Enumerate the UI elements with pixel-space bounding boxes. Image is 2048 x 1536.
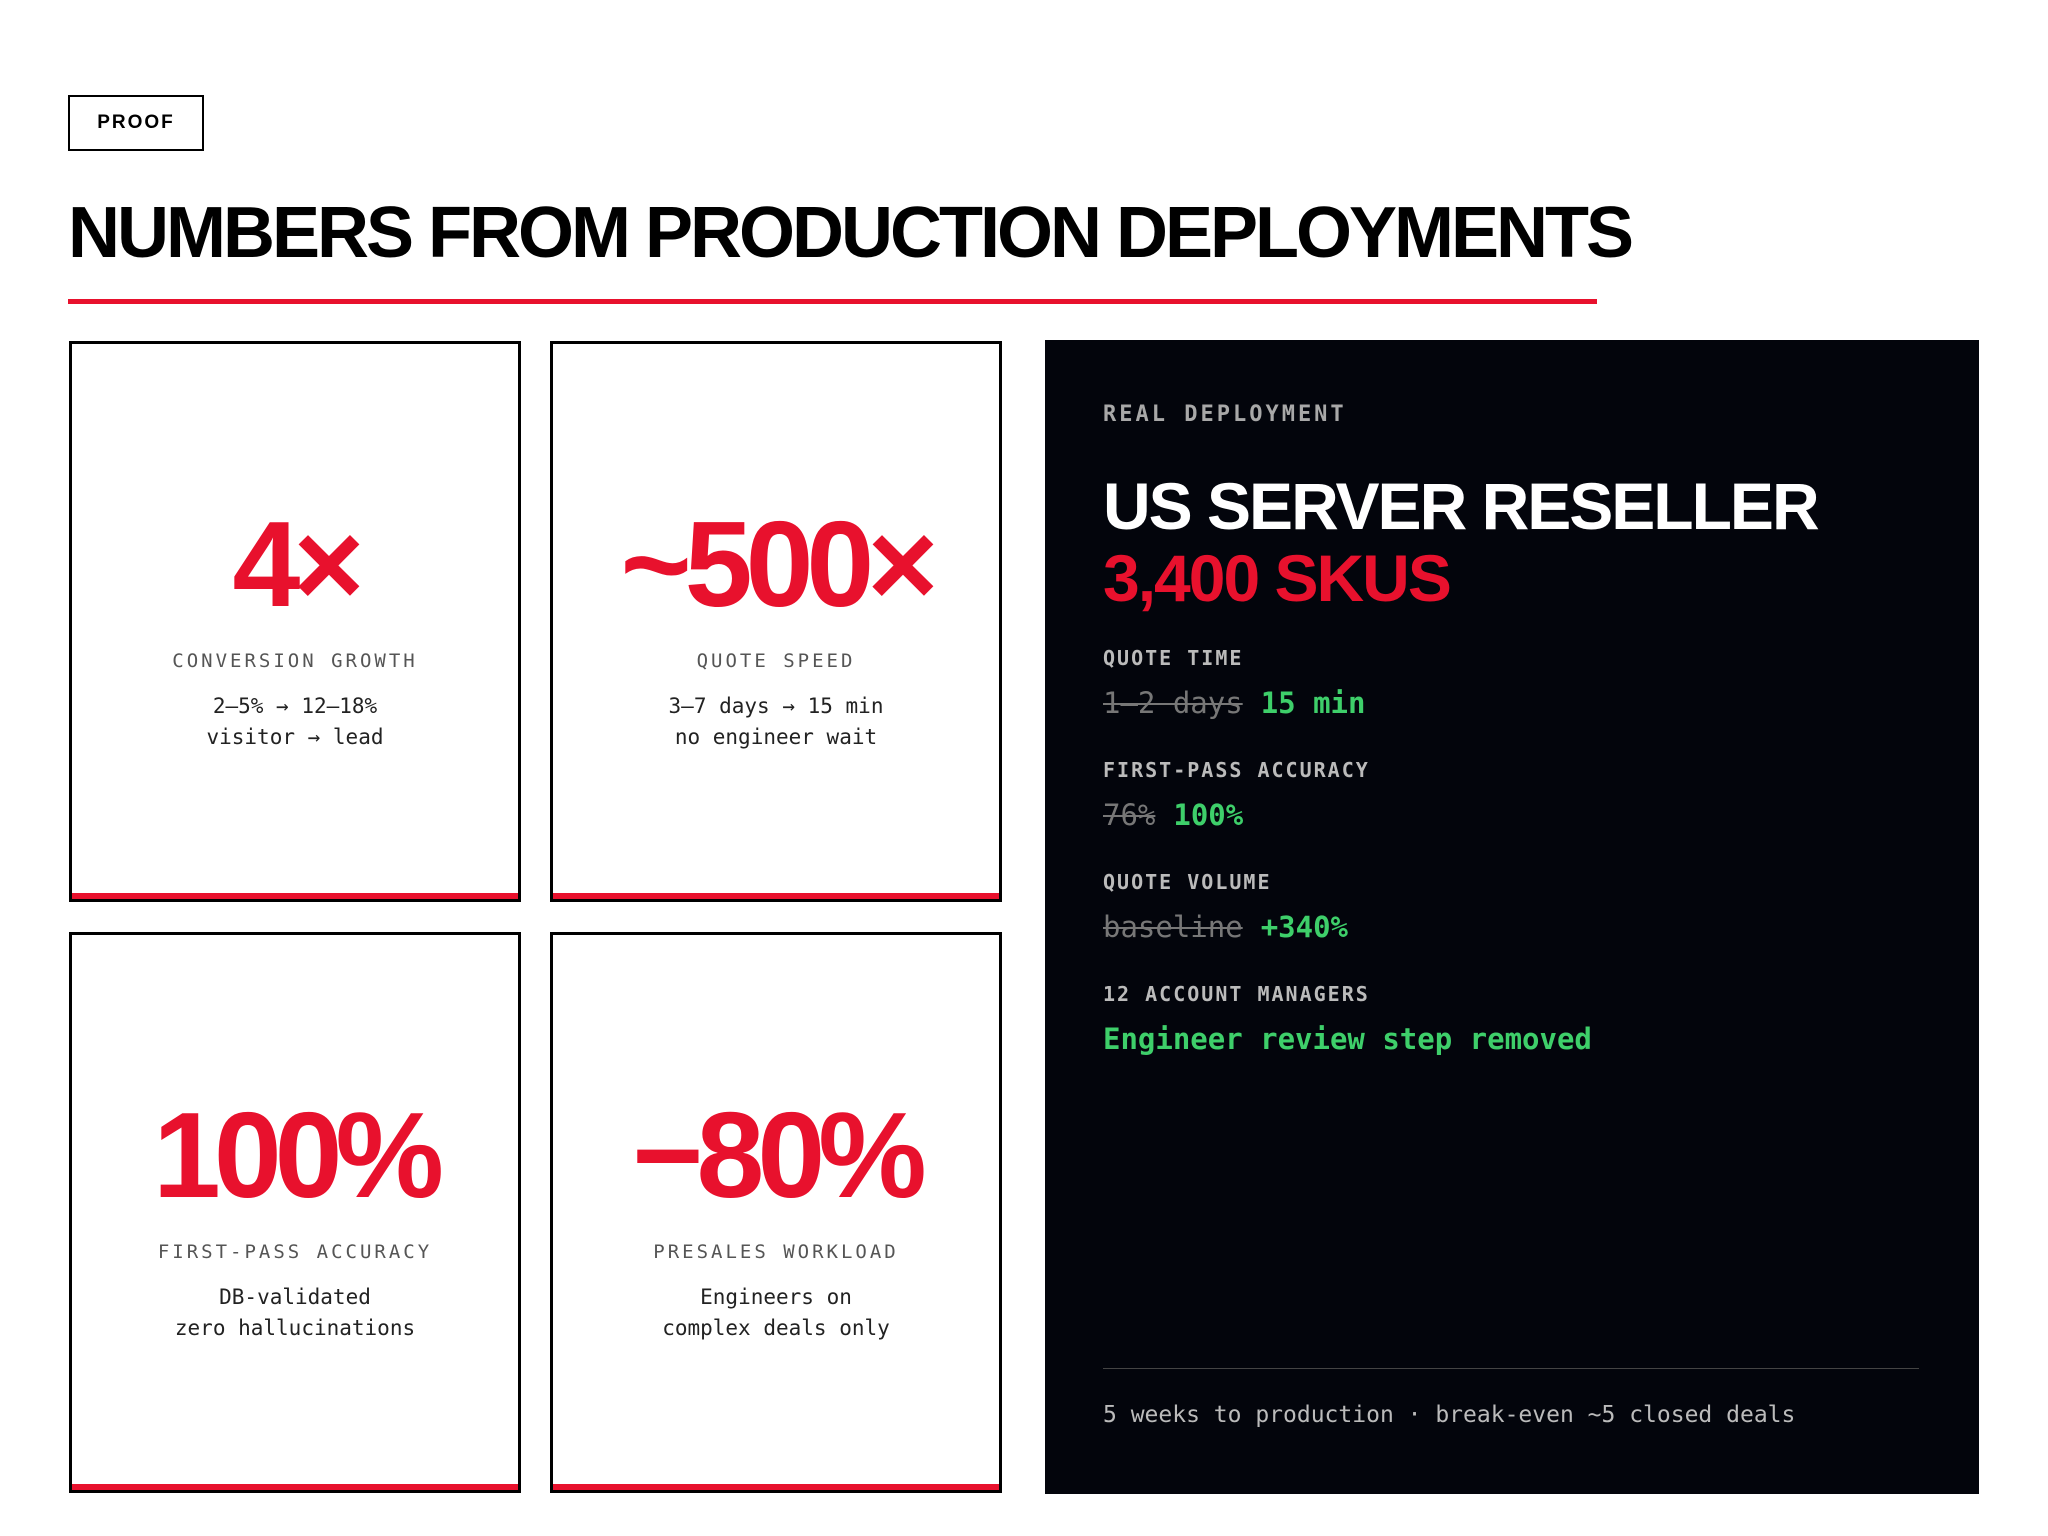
stat-card: ~500× QUOTE SPEED 3–7 days → 15 min no engi… bbox=[550, 341, 1002, 902]
panel-subtitle: 3,400 SKUS bbox=[1103, 541, 1452, 615]
card-accent bbox=[553, 893, 999, 899]
stat-line: complex deals only bbox=[662, 1316, 890, 1340]
stat-value: ~500× bbox=[620, 496, 938, 632]
metric-old: baseline bbox=[1103, 910, 1243, 944]
stat-label: CONVERSION GROWTH bbox=[172, 650, 418, 672]
card-accent bbox=[72, 893, 518, 899]
badge: PROOF bbox=[68, 95, 204, 151]
metric-label: FIRST-PASS ACCURACY bbox=[1103, 758, 1370, 782]
stat-line: DB-validated bbox=[219, 1285, 371, 1309]
metric-old: 76% bbox=[1103, 798, 1156, 832]
deployment-panel: REAL DEPLOYMENT US SERVER RESELLER 3,400… bbox=[1045, 340, 1979, 1494]
metric-value: baseline +340% bbox=[1103, 910, 1348, 944]
eyebrow: REAL DEPLOYMENT bbox=[1103, 402, 1347, 427]
stat-line: 2–5% → 12–18% bbox=[212, 694, 378, 718]
metric-new: 15 min bbox=[1260, 686, 1366, 720]
stat-line: 3–7 days → 15 min bbox=[668, 694, 884, 718]
metric-value: Engineer review step removed bbox=[1103, 1022, 1592, 1056]
stat-line: visitor → lead bbox=[206, 725, 384, 749]
stat-card: −80% PRESALES WORKLOAD Engineers on complex… bbox=[550, 932, 1002, 1493]
stat-label: QUOTE SPEED bbox=[696, 650, 856, 672]
metric: FIRST-PASS ACCURACY 76% 100% bbox=[1103, 758, 1370, 832]
metric-value: 76% 100% bbox=[1103, 798, 1370, 832]
card-accent bbox=[553, 1484, 999, 1490]
card-accent bbox=[72, 1484, 518, 1490]
stat-line: no engineer wait bbox=[674, 725, 878, 749]
metric: 12 ACCOUNT MANAGERS Engineer review step … bbox=[1103, 982, 1592, 1056]
metric-label: 12 ACCOUNT MANAGERS bbox=[1103, 982, 1370, 1006]
metric: QUOTE VOLUME baseline +340% bbox=[1103, 870, 1348, 944]
footer: 5 weeks to production · break-even ~5 cl… bbox=[1103, 1402, 1796, 1428]
stat-line: Engineers on bbox=[700, 1285, 852, 1309]
divider bbox=[1103, 1368, 1919, 1369]
metric-old: 1–2 days bbox=[1103, 686, 1243, 720]
metric-new: Engineer review step removed bbox=[1103, 1022, 1592, 1056]
stat-value: 100% bbox=[152, 1087, 444, 1223]
metric-label: QUOTE VOLUME bbox=[1103, 870, 1272, 894]
metric-new: 100% bbox=[1173, 798, 1244, 832]
title-rule bbox=[68, 299, 1597, 304]
metric-value: 1–2 days 15 min bbox=[1103, 686, 1365, 720]
title: NUMBERS FROM PRODUCTION DEPLOYMENTS bbox=[68, 193, 1634, 273]
stat-label: PRESALES WORKLOAD bbox=[653, 1241, 899, 1263]
metric-label: QUOTE TIME bbox=[1103, 646, 1244, 670]
stat-card: 100% FIRST-PASS ACCURACY DB-validated zero … bbox=[69, 932, 521, 1493]
panel-title: US SERVER RESELLER bbox=[1103, 469, 1820, 543]
stat-label: FIRST-PASS ACCURACY bbox=[157, 1241, 433, 1263]
stat-value: −80% bbox=[632, 1087, 926, 1223]
metric-new: +340% bbox=[1260, 910, 1348, 944]
stat-line: zero hallucinations bbox=[174, 1316, 416, 1340]
stat-card: 4× CONVERSION GROWTH 2–5% → 12–18% visitor … bbox=[69, 341, 521, 902]
metric: QUOTE TIME 1–2 days 15 min bbox=[1103, 646, 1365, 720]
stat-value: 4× bbox=[232, 496, 364, 632]
